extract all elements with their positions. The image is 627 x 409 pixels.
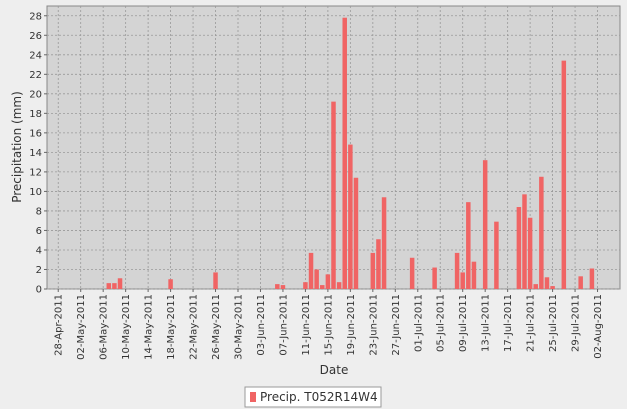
x-tick-label: 23-Jun-2011 bbox=[368, 294, 379, 356]
y-tick-label: 2 bbox=[36, 265, 42, 276]
bar bbox=[454, 252, 460, 289]
bar bbox=[303, 282, 308, 289]
bar bbox=[466, 202, 471, 289]
x-tick-label: 01-Jul-2011 bbox=[413, 294, 424, 352]
bar bbox=[308, 252, 314, 289]
bar bbox=[527, 217, 533, 289]
x-tick-label: 26-May-2011 bbox=[211, 294, 222, 360]
bar bbox=[533, 284, 538, 289]
x-tick-label: 21-Jul-2011 bbox=[526, 294, 537, 352]
bar bbox=[331, 101, 336, 289]
bar bbox=[168, 279, 173, 289]
bar bbox=[280, 285, 286, 289]
x-tick-label: 07-Jun-2011 bbox=[278, 294, 289, 356]
y-tick-label: 14 bbox=[29, 148, 42, 159]
bar bbox=[213, 272, 218, 289]
x-tick-label: 28-Apr-2011 bbox=[54, 294, 65, 356]
x-tick-label: 30-May-2011 bbox=[234, 294, 245, 360]
x-axis-label: Date bbox=[320, 363, 349, 377]
x-tick-label: 19-Jun-2011 bbox=[346, 294, 357, 356]
y-tick-label: 26 bbox=[29, 31, 42, 42]
bar bbox=[522, 194, 527, 289]
bar bbox=[275, 284, 280, 289]
x-tick-label: 11-Jun-2011 bbox=[301, 294, 312, 356]
y-tick-label: 0 bbox=[36, 285, 42, 296]
x-tick-label: 02-May-2011 bbox=[76, 294, 87, 360]
bar bbox=[432, 267, 437, 289]
bar bbox=[516, 207, 522, 289]
bar bbox=[460, 272, 465, 289]
x-tick-label: 03-Jun-2011 bbox=[256, 294, 267, 356]
bar bbox=[314, 269, 319, 289]
y-tick-label: 12 bbox=[29, 167, 42, 178]
x-tick-label: 05-Jul-2011 bbox=[436, 294, 447, 352]
x-tick-label: 02-Aug-2011 bbox=[593, 294, 604, 359]
y-tick-label: 8 bbox=[36, 206, 42, 217]
legend-label: Precip. T052R14W4 bbox=[260, 390, 378, 404]
y-axis-label: Precipitation (mm) bbox=[10, 91, 24, 203]
bar bbox=[409, 257, 415, 289]
y-tick-label: 28 bbox=[29, 11, 42, 22]
y-tick-label: 20 bbox=[29, 89, 42, 100]
x-tick-label: 14-May-2011 bbox=[144, 294, 155, 360]
bar bbox=[376, 239, 381, 289]
y-tick-label: 18 bbox=[29, 109, 42, 120]
bar bbox=[342, 17, 347, 289]
x-tick-label: 27-Jun-2011 bbox=[391, 294, 402, 356]
bar bbox=[494, 221, 499, 289]
bar bbox=[336, 282, 342, 289]
x-tick-label: 10-May-2011 bbox=[121, 294, 132, 360]
bar bbox=[561, 60, 567, 289]
bar bbox=[482, 160, 488, 289]
bar bbox=[578, 276, 583, 289]
y-tick-label: 16 bbox=[29, 128, 42, 139]
y-tick-label: 10 bbox=[29, 187, 42, 198]
bar bbox=[112, 283, 117, 289]
bar bbox=[539, 176, 544, 289]
bar bbox=[320, 285, 325, 289]
x-tick-label: 09-Jul-2011 bbox=[458, 294, 469, 352]
x-tick-label: 15-Jun-2011 bbox=[323, 294, 334, 356]
x-tick-label: 29-Jul-2011 bbox=[571, 294, 582, 352]
bar bbox=[348, 144, 353, 289]
bar bbox=[589, 268, 595, 289]
bar bbox=[381, 197, 387, 289]
bar bbox=[544, 277, 550, 289]
legend-swatch bbox=[250, 392, 256, 402]
bar bbox=[370, 252, 376, 289]
y-tick-label: 4 bbox=[36, 245, 42, 256]
bar bbox=[353, 177, 359, 289]
y-tick-label: 6 bbox=[36, 226, 42, 237]
x-tick-label: 13-Jul-2011 bbox=[481, 294, 492, 352]
x-tick-label: 25-Jul-2011 bbox=[548, 294, 559, 352]
bar bbox=[106, 283, 112, 289]
x-tick-label: 22-May-2011 bbox=[189, 294, 200, 360]
y-tick-label: 22 bbox=[29, 70, 42, 81]
x-tick-label: 17-Jul-2011 bbox=[503, 294, 514, 352]
bar bbox=[471, 261, 477, 289]
bar bbox=[550, 286, 555, 289]
x-tick-label: 06-May-2011 bbox=[99, 294, 110, 360]
bar bbox=[117, 278, 123, 289]
x-tick-label: 18-May-2011 bbox=[166, 294, 177, 360]
y-tick-label: 24 bbox=[29, 50, 42, 61]
bar bbox=[325, 274, 331, 289]
legend bbox=[244, 386, 382, 408]
